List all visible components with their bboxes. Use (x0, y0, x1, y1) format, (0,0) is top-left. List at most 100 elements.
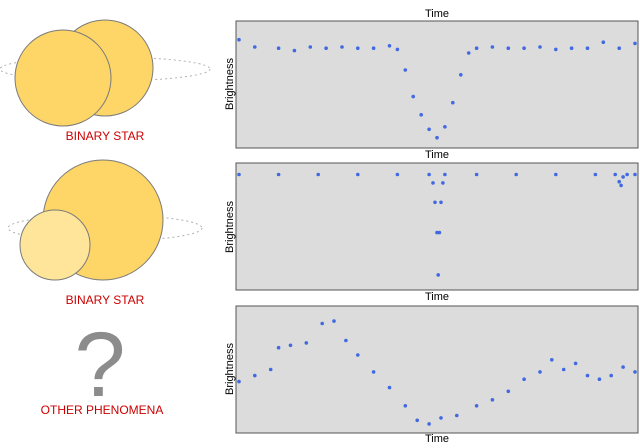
data-point (415, 418, 420, 423)
data-point (356, 172, 360, 177)
data-point (387, 385, 392, 390)
data-point (427, 172, 431, 177)
data-point (585, 46, 590, 50)
data-point (403, 404, 408, 408)
data-point (433, 200, 437, 205)
data-points-3 (237, 319, 637, 426)
data-point (332, 319, 336, 323)
data-point (395, 172, 400, 177)
caption-binary-star-1: BINARY STAR (66, 129, 145, 143)
data-point (506, 389, 511, 394)
data-point (621, 175, 625, 179)
y-axis-label-2: Brightness (224, 201, 236, 253)
data-point (585, 373, 590, 378)
data-point (490, 45, 495, 49)
data-point (324, 46, 328, 50)
light-curve-plot-2: Time Brightness (224, 149, 639, 291)
plot-area-2 (235, 162, 639, 291)
data-point (474, 172, 479, 177)
light-curve-plot-1: Time Brightness (224, 8, 639, 149)
data-point (597, 377, 602, 382)
data-point (419, 113, 424, 117)
data-point (292, 48, 297, 53)
data-point (621, 365, 625, 369)
data-point (237, 379, 241, 384)
data-point (569, 46, 574, 50)
data-point (308, 45, 313, 49)
data-point (633, 172, 637, 177)
data-point (451, 100, 455, 105)
data-point (617, 46, 621, 50)
data-point (459, 73, 463, 77)
data-point (304, 341, 309, 345)
data-point (573, 361, 578, 366)
binary-star-illustration-2: BINARY STAR (7, 159, 203, 307)
data-point (437, 230, 442, 235)
data-point (617, 179, 621, 184)
data-point (443, 125, 447, 129)
data-point (276, 345, 281, 350)
light-curve-plot-3: Time Brightness (224, 291, 639, 434)
data-points-2 (237, 172, 637, 277)
data-point (395, 47, 400, 52)
data-point (554, 172, 558, 177)
star-front (14, 29, 112, 127)
data-point (237, 37, 241, 42)
y-axis-label-1: Brightness (224, 58, 236, 110)
data-point (633, 41, 637, 46)
data-point (427, 422, 431, 426)
data-point (344, 338, 348, 343)
data-point (554, 47, 558, 52)
question-mark-icon: ? (74, 314, 125, 416)
data-point (253, 373, 257, 378)
plot-area-1 (235, 20, 639, 149)
data-point (320, 321, 325, 326)
data-point (356, 353, 360, 357)
data-point (316, 172, 321, 177)
data-point (435, 135, 439, 140)
data-point (601, 40, 606, 44)
data-point (237, 172, 241, 177)
data-point (356, 46, 360, 50)
data-point (387, 44, 392, 48)
data-point (522, 377, 526, 382)
data-point (625, 172, 629, 177)
caption-other-phenomena: OTHER PHENOMENA (41, 403, 164, 417)
data-point (609, 373, 613, 378)
data-point (276, 172, 281, 177)
data-point (427, 127, 431, 132)
data-point (268, 367, 273, 372)
data-point (538, 45, 542, 49)
y-axis-label-3: Brightness (224, 343, 236, 395)
data-point (253, 45, 257, 49)
data-point (403, 68, 408, 72)
data-point (439, 200, 443, 205)
x-axis-label-1: Time (425, 8, 449, 20)
data-point (431, 181, 435, 185)
data-point (506, 46, 511, 50)
data-point (619, 183, 623, 188)
data-point (455, 413, 459, 418)
data-point (371, 370, 376, 374)
caption-binary-star-2: BINARY STAR (66, 293, 145, 307)
data-point (466, 51, 471, 55)
other-phenomena-illustration: ? OTHER PHENOMENA (41, 314, 164, 417)
data-points-1 (237, 37, 637, 140)
data-point (288, 343, 293, 348)
data-point (561, 367, 566, 372)
data-point (490, 398, 495, 402)
binary-star-illustration-1: BINARY STAR (0, 19, 211, 143)
small-star (19, 209, 91, 281)
data-point (441, 181, 445, 185)
data-point (276, 46, 281, 50)
data-point (593, 172, 598, 177)
x-axis-label-bottom: Time (425, 433, 449, 445)
data-point (474, 46, 479, 50)
x-axis-label-2: Time (425, 149, 449, 161)
data-point (443, 172, 447, 177)
x-axis-label-3: Time (425, 291, 449, 303)
data-point (613, 172, 617, 177)
data-point (474, 404, 479, 408)
data-point (514, 172, 518, 177)
